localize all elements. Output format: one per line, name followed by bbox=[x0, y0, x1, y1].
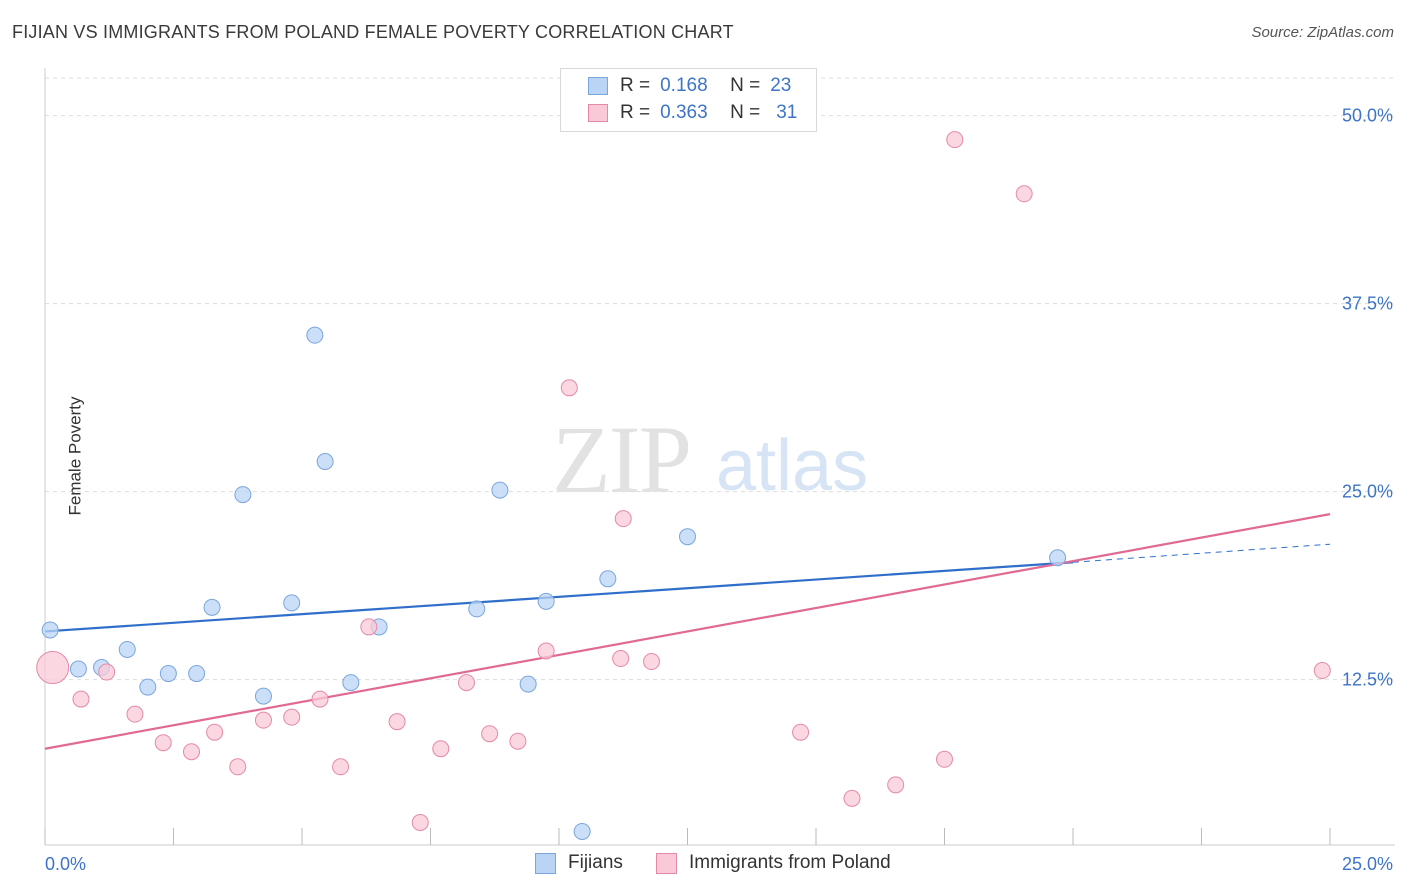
point-fijians bbox=[41, 621, 59, 639]
point-poland bbox=[283, 708, 301, 726]
legend-row-fijians: R = 0.168 N = 23 bbox=[588, 75, 791, 97]
point-poland bbox=[614, 510, 632, 528]
point-poland bbox=[537, 642, 555, 660]
point-fijians bbox=[139, 678, 157, 696]
point-poland bbox=[509, 732, 527, 750]
point-poland bbox=[1015, 185, 1033, 203]
point-poland bbox=[612, 650, 630, 668]
point-fijians bbox=[203, 598, 221, 616]
point-poland bbox=[254, 711, 272, 729]
data-points bbox=[36, 131, 1331, 840]
point-poland bbox=[411, 813, 429, 831]
point-poland bbox=[126, 705, 144, 723]
point-fijians bbox=[254, 687, 272, 705]
trend-line-fijians-extension bbox=[1072, 543, 1331, 563]
point-poland bbox=[332, 758, 350, 776]
legend-n-label: N = bbox=[730, 75, 761, 96]
y-axis-label: Female Poverty bbox=[65, 396, 85, 516]
legend-n-value: 31 bbox=[776, 102, 798, 123]
point-fijians bbox=[69, 660, 87, 678]
point-fijians bbox=[491, 481, 509, 499]
x-tick-label: 25.0% bbox=[1342, 854, 1393, 874]
point-poland bbox=[936, 750, 953, 768]
legend-swatch-poland bbox=[588, 104, 608, 122]
legend-r-value: 0.363 bbox=[660, 102, 708, 123]
bottom-swatch-fijians bbox=[535, 852, 556, 874]
chart-title: FIJIAN VS IMMIGRANTS FROM POLAND FEMALE … bbox=[12, 22, 734, 42]
point-fijians bbox=[159, 665, 177, 683]
point-fijians bbox=[599, 570, 617, 588]
legend-row-poland: R = 0.363 N = 31 bbox=[588, 102, 797, 124]
point-fijians bbox=[306, 326, 324, 344]
point-fijians bbox=[188, 665, 206, 683]
legend-r-label: R = bbox=[620, 75, 651, 96]
watermark: ZIP atlas bbox=[552, 406, 868, 513]
point-poland bbox=[432, 740, 450, 758]
point-poland bbox=[457, 674, 475, 692]
point-fijians bbox=[1049, 549, 1067, 567]
point-poland bbox=[792, 723, 810, 741]
point-fijians bbox=[342, 674, 360, 692]
tick-labels: 12.5% 25.0% 37.5% 50.0% 0.0% 25.0% bbox=[45, 106, 1393, 874]
point-poland bbox=[36, 651, 70, 685]
x-tick-label: 0.0% bbox=[45, 854, 86, 874]
y-tick-label: 12.5% bbox=[1342, 670, 1393, 690]
y-tick-label: 50.0% bbox=[1342, 106, 1393, 126]
point-fijians bbox=[234, 486, 252, 504]
watermark-zip: ZIP bbox=[552, 406, 690, 513]
point-fijians bbox=[316, 453, 334, 470]
point-fijians bbox=[679, 528, 696, 546]
point-poland bbox=[643, 653, 661, 671]
point-poland bbox=[1313, 662, 1331, 680]
point-fijians bbox=[118, 640, 136, 658]
axes bbox=[44, 68, 1395, 846]
point-poland bbox=[72, 690, 90, 708]
watermark-atlas: atlas bbox=[716, 426, 868, 506]
point-poland bbox=[946, 131, 964, 149]
legend-r-label: R = bbox=[620, 102, 651, 123]
point-fijians bbox=[573, 822, 591, 840]
point-poland bbox=[388, 713, 406, 731]
trend-lines bbox=[44, 513, 1331, 750]
point-poland bbox=[481, 725, 499, 743]
legend: R = 0.168 N = 23 R = 0.363 N = 31 bbox=[560, 68, 817, 132]
legend-r-value: 0.168 bbox=[660, 75, 708, 96]
point-fijians bbox=[519, 675, 537, 693]
bottom-swatch-poland bbox=[656, 852, 677, 874]
trend-line-fijians bbox=[44, 561, 1074, 633]
y-tick-label: 25.0% bbox=[1342, 482, 1393, 502]
point-poland bbox=[206, 723, 224, 741]
bottom-legend-poland: Immigrants from Poland bbox=[656, 852, 891, 874]
point-poland bbox=[887, 776, 905, 794]
bottom-legend-label-fijians: Fijians bbox=[568, 852, 623, 873]
point-fijians bbox=[468, 600, 486, 618]
y-tick-label: 37.5% bbox=[1342, 294, 1393, 314]
point-poland bbox=[182, 743, 200, 761]
bottom-legend-label-poland: Immigrants from Poland bbox=[689, 852, 891, 873]
legend-n-value: 23 bbox=[770, 75, 792, 96]
point-poland bbox=[360, 618, 378, 636]
point-poland bbox=[560, 379, 578, 397]
source-label: Source: ZipAtlas.com bbox=[1251, 24, 1394, 41]
trend-line-poland bbox=[44, 513, 1331, 750]
point-poland bbox=[98, 663, 116, 681]
point-fijians bbox=[283, 594, 301, 612]
bottom-legend-fijians: Fijians bbox=[535, 852, 623, 874]
point-poland bbox=[311, 690, 329, 708]
grid-lines bbox=[45, 77, 1395, 681]
point-poland bbox=[229, 758, 247, 776]
point-poland bbox=[154, 734, 172, 752]
point-fijians bbox=[537, 592, 555, 610]
legend-n-label: N = bbox=[730, 102, 761, 123]
point-poland bbox=[843, 789, 861, 807]
legend-swatch-fijians bbox=[588, 77, 608, 95]
